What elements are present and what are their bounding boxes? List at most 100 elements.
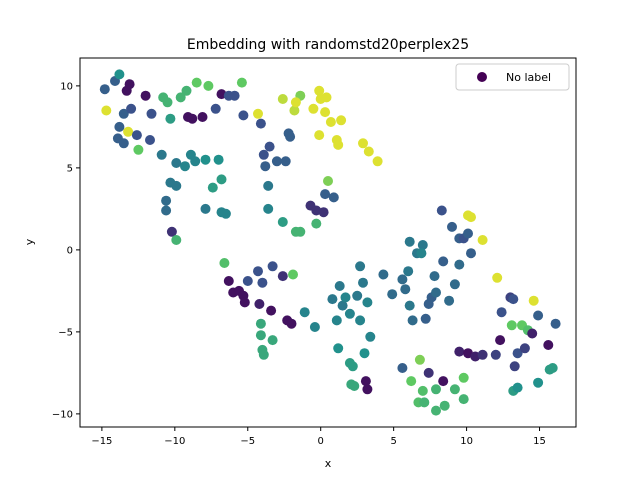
- data-point: [253, 266, 263, 277]
- data-point: [477, 235, 488, 245]
- data-point: [420, 313, 431, 324]
- data-point: [508, 294, 519, 305]
- data-point: [210, 103, 221, 114]
- data-point: [114, 121, 125, 132]
- plot-frame: [79, 57, 577, 428]
- x-tick-label: −10: [164, 436, 185, 447]
- data-point: [181, 85, 192, 96]
- data-point: [309, 322, 320, 332]
- data-point: [242, 276, 253, 286]
- data-point: [397, 363, 408, 373]
- data-point: [146, 108, 157, 119]
- data-point: [161, 205, 172, 216]
- data-point: [171, 158, 182, 168]
- data-point: [156, 149, 167, 160]
- data-point: [216, 174, 227, 185]
- data-point: [403, 266, 414, 277]
- data-point: [258, 149, 269, 160]
- legend: No label: [455, 63, 570, 91]
- data-point: [171, 235, 182, 245]
- data-point: [372, 156, 383, 167]
- data-point: [101, 105, 112, 116]
- data-point: [417, 385, 428, 396]
- data-point: [333, 343, 344, 354]
- y-tick-label: 10: [60, 81, 73, 92]
- data-point: [527, 328, 538, 339]
- legend-box: [455, 63, 570, 91]
- data-point: [308, 103, 319, 114]
- data-point: [266, 305, 277, 316]
- data-point: [423, 367, 434, 378]
- data-point: [175, 92, 186, 103]
- data-point: [191, 77, 202, 88]
- data-point: [239, 297, 250, 308]
- y-axis-ticks: −10 −5 0 5 10: [52, 81, 80, 420]
- data-point: [416, 248, 427, 259]
- y-tick-label: −10: [52, 409, 73, 420]
- data-point: [320, 107, 331, 118]
- data-point: [314, 130, 325, 141]
- y-tick-label: −5: [58, 327, 73, 338]
- x-tick-label: 0: [318, 436, 324, 447]
- data-point: [340, 292, 351, 303]
- points-layer: [99, 69, 561, 416]
- data-point: [359, 348, 370, 359]
- data-point: [438, 376, 449, 387]
- data-point: [255, 330, 266, 341]
- data-point: [311, 218, 322, 229]
- data-point: [123, 126, 134, 137]
- data-point: [509, 361, 520, 372]
- data-point: [254, 299, 265, 309]
- data-point: [288, 269, 298, 280]
- data-point: [438, 256, 449, 267]
- y-tick-label: 5: [67, 163, 73, 174]
- data-point: [320, 189, 331, 200]
- data-point: [264, 141, 275, 152]
- data-point: [362, 384, 373, 395]
- data-point: [492, 272, 503, 283]
- data-point: [295, 226, 306, 237]
- data-point: [533, 377, 544, 388]
- x-axis-ticks: −15 −10 −5 0 5 10 15: [91, 427, 546, 447]
- data-point: [145, 135, 155, 145]
- data-point: [344, 308, 355, 319]
- data-point: [454, 259, 465, 270]
- data-point: [328, 192, 339, 203]
- data-point: [161, 195, 172, 206]
- data-point: [333, 139, 344, 150]
- legend-marker: [477, 72, 487, 82]
- data-point: [229, 90, 240, 101]
- data-point: [238, 110, 249, 121]
- data-point: [449, 384, 460, 395]
- data-point: [463, 228, 473, 239]
- data-point: [263, 203, 274, 214]
- data-point: [166, 226, 177, 237]
- data-point: [318, 207, 329, 218]
- data-point: [325, 117, 336, 127]
- data-point: [124, 79, 135, 90]
- data-point: [280, 156, 291, 167]
- data-point: [220, 208, 231, 219]
- data-point: [477, 349, 488, 360]
- data-point: [171, 180, 182, 191]
- data-point: [407, 315, 418, 326]
- data-point: [285, 131, 296, 142]
- data-point: [355, 261, 366, 272]
- data-point: [363, 146, 374, 157]
- data-point: [355, 315, 366, 326]
- data-point: [131, 130, 142, 141]
- data-point: [431, 384, 441, 395]
- x-tick-label: 10: [460, 436, 473, 447]
- data-point: [358, 138, 368, 149]
- data-point: [404, 236, 415, 247]
- data-point: [336, 115, 347, 126]
- data-point: [118, 138, 129, 149]
- data-point: [271, 156, 282, 167]
- data-point: [543, 340, 554, 350]
- data-point: [387, 289, 398, 300]
- data-point: [197, 112, 208, 122]
- data-point: [263, 180, 274, 191]
- data-point: [439, 400, 450, 411]
- data-point: [358, 277, 368, 288]
